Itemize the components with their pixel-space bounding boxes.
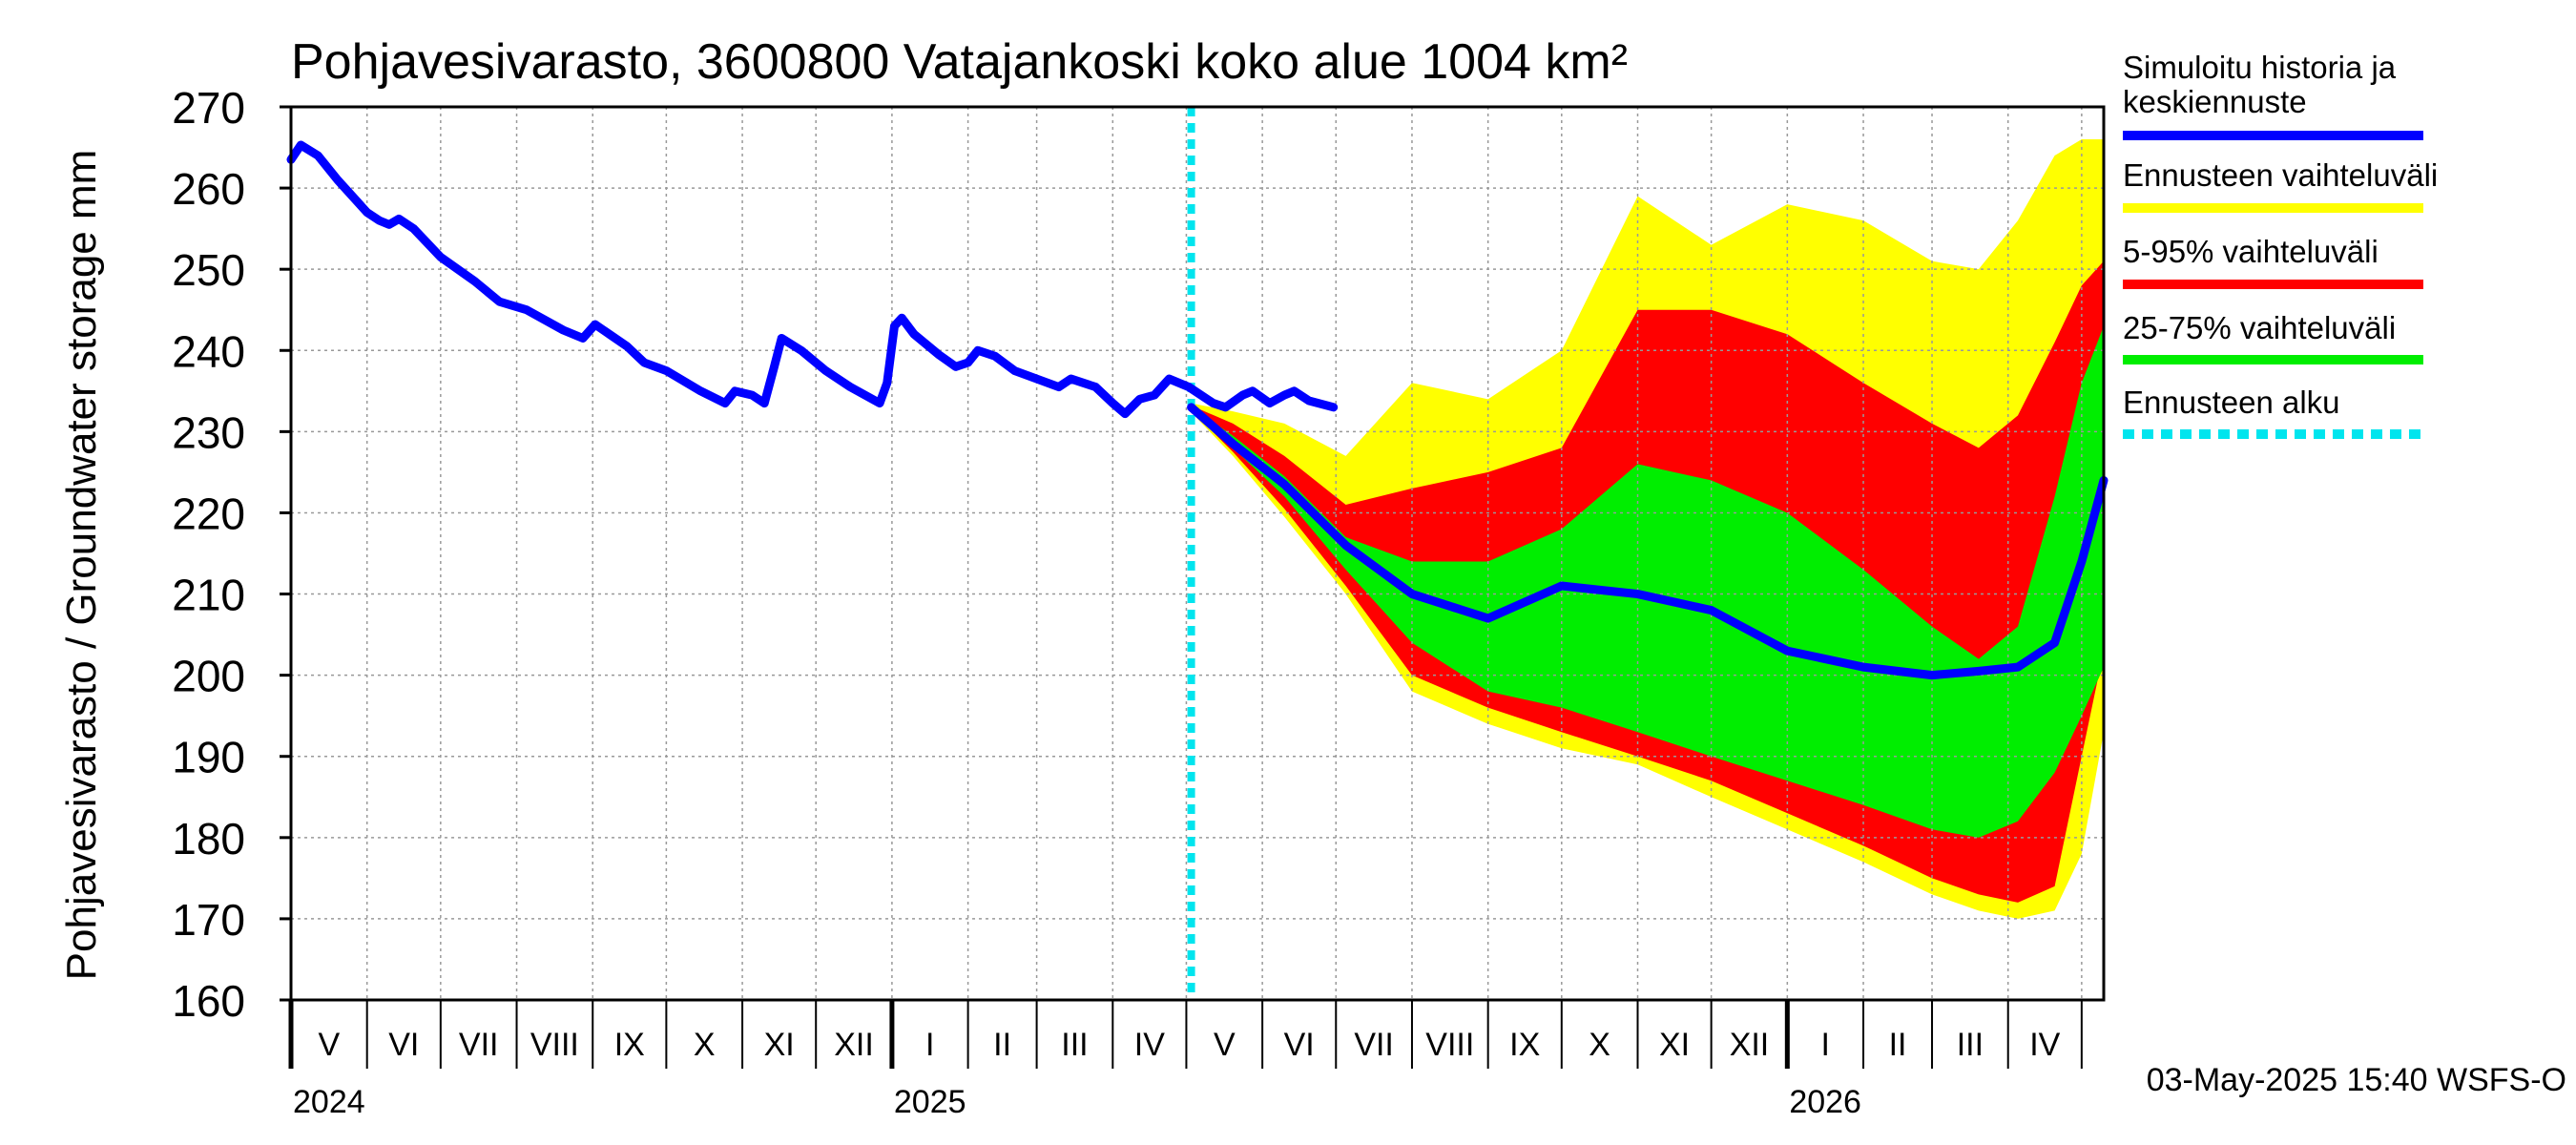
legend-label: Ennusteen vaihteluväli xyxy=(2123,157,2438,193)
legend-label: 25-75% vaihteluväli xyxy=(2123,310,2396,345)
month-label: VII xyxy=(1354,1027,1394,1063)
y-tick-label: 160 xyxy=(172,976,245,1026)
timestamp: 03-May-2025 15:40 WSFS-O xyxy=(2147,1062,2566,1098)
forecast-bands xyxy=(1191,139,2104,919)
month-label: II xyxy=(1889,1027,1907,1063)
y-axis-label: Pohjavesivarasto / Groundwater storage m… xyxy=(58,150,105,981)
legend-label: Simuloitu historia ja xyxy=(2123,50,2397,85)
y-tick-label: 220 xyxy=(172,489,245,538)
band-25-75 xyxy=(1191,325,2104,838)
month-label: V xyxy=(1214,1027,1236,1063)
chart-title: Pohjavesivarasto, 3600800 Vatajankoski k… xyxy=(291,34,1628,90)
month-label: IV xyxy=(1134,1027,1165,1063)
month-label: V xyxy=(319,1027,341,1063)
plot-frame xyxy=(289,105,2106,1002)
month-label: I xyxy=(925,1027,934,1063)
month-label: VII xyxy=(459,1027,499,1063)
y-tick-label: 260 xyxy=(172,164,245,214)
month-label: X xyxy=(694,1027,716,1063)
y-tick-label: 170 xyxy=(172,895,245,945)
month-label: XI xyxy=(1659,1027,1690,1063)
month-label: X xyxy=(1589,1027,1610,1063)
month-label: I xyxy=(1820,1027,1829,1063)
y-tick-label: 190 xyxy=(172,733,245,782)
y-tick-label: 250 xyxy=(172,245,245,295)
legend-label: 5-95% vaihteluväli xyxy=(2123,234,2379,269)
month-label: XII xyxy=(834,1027,874,1063)
y-tick-label: 240 xyxy=(172,326,245,376)
legend-label: Ennusteen alku xyxy=(2123,385,2340,420)
month-label: VI xyxy=(388,1027,419,1063)
month-label: VIII xyxy=(530,1027,579,1063)
month-label: XI xyxy=(764,1027,795,1063)
legend-label: keskiennuste xyxy=(2123,84,2307,119)
month-label: III xyxy=(1061,1027,1088,1063)
year-label: 2024 xyxy=(293,1084,365,1120)
month-label: II xyxy=(993,1027,1011,1063)
history-line xyxy=(286,140,1339,419)
x-axis: V VI VII VIII IX X XI XII I II III IV V VI VII VIII IX X X… xyxy=(288,1000,2083,1120)
y-axis-ticks: 160 170 180 190 200 210 220 230 240 250 260 270 xyxy=(172,83,291,1026)
series-lines xyxy=(286,107,2109,1000)
year-label: 2026 xyxy=(1789,1084,1861,1120)
year-label: 2025 xyxy=(894,1084,966,1120)
month-label: IX xyxy=(614,1027,645,1063)
y-tick-label: 270 xyxy=(172,83,245,133)
month-label: XII xyxy=(1730,1027,1770,1063)
y-tick-label: 200 xyxy=(172,652,245,701)
y-tick-label: 230 xyxy=(172,407,245,457)
month-label: IX xyxy=(1509,1027,1540,1063)
month-label: VI xyxy=(1284,1027,1315,1063)
y-tick-label: 210 xyxy=(172,571,245,620)
month-label: VIII xyxy=(1425,1027,1474,1063)
month-label: IV xyxy=(2029,1027,2060,1063)
month-label: III xyxy=(1957,1027,1984,1063)
grid-lines xyxy=(291,107,2104,1000)
median-forecast-line xyxy=(1187,403,2109,680)
y-tick-label: 180 xyxy=(172,814,245,864)
